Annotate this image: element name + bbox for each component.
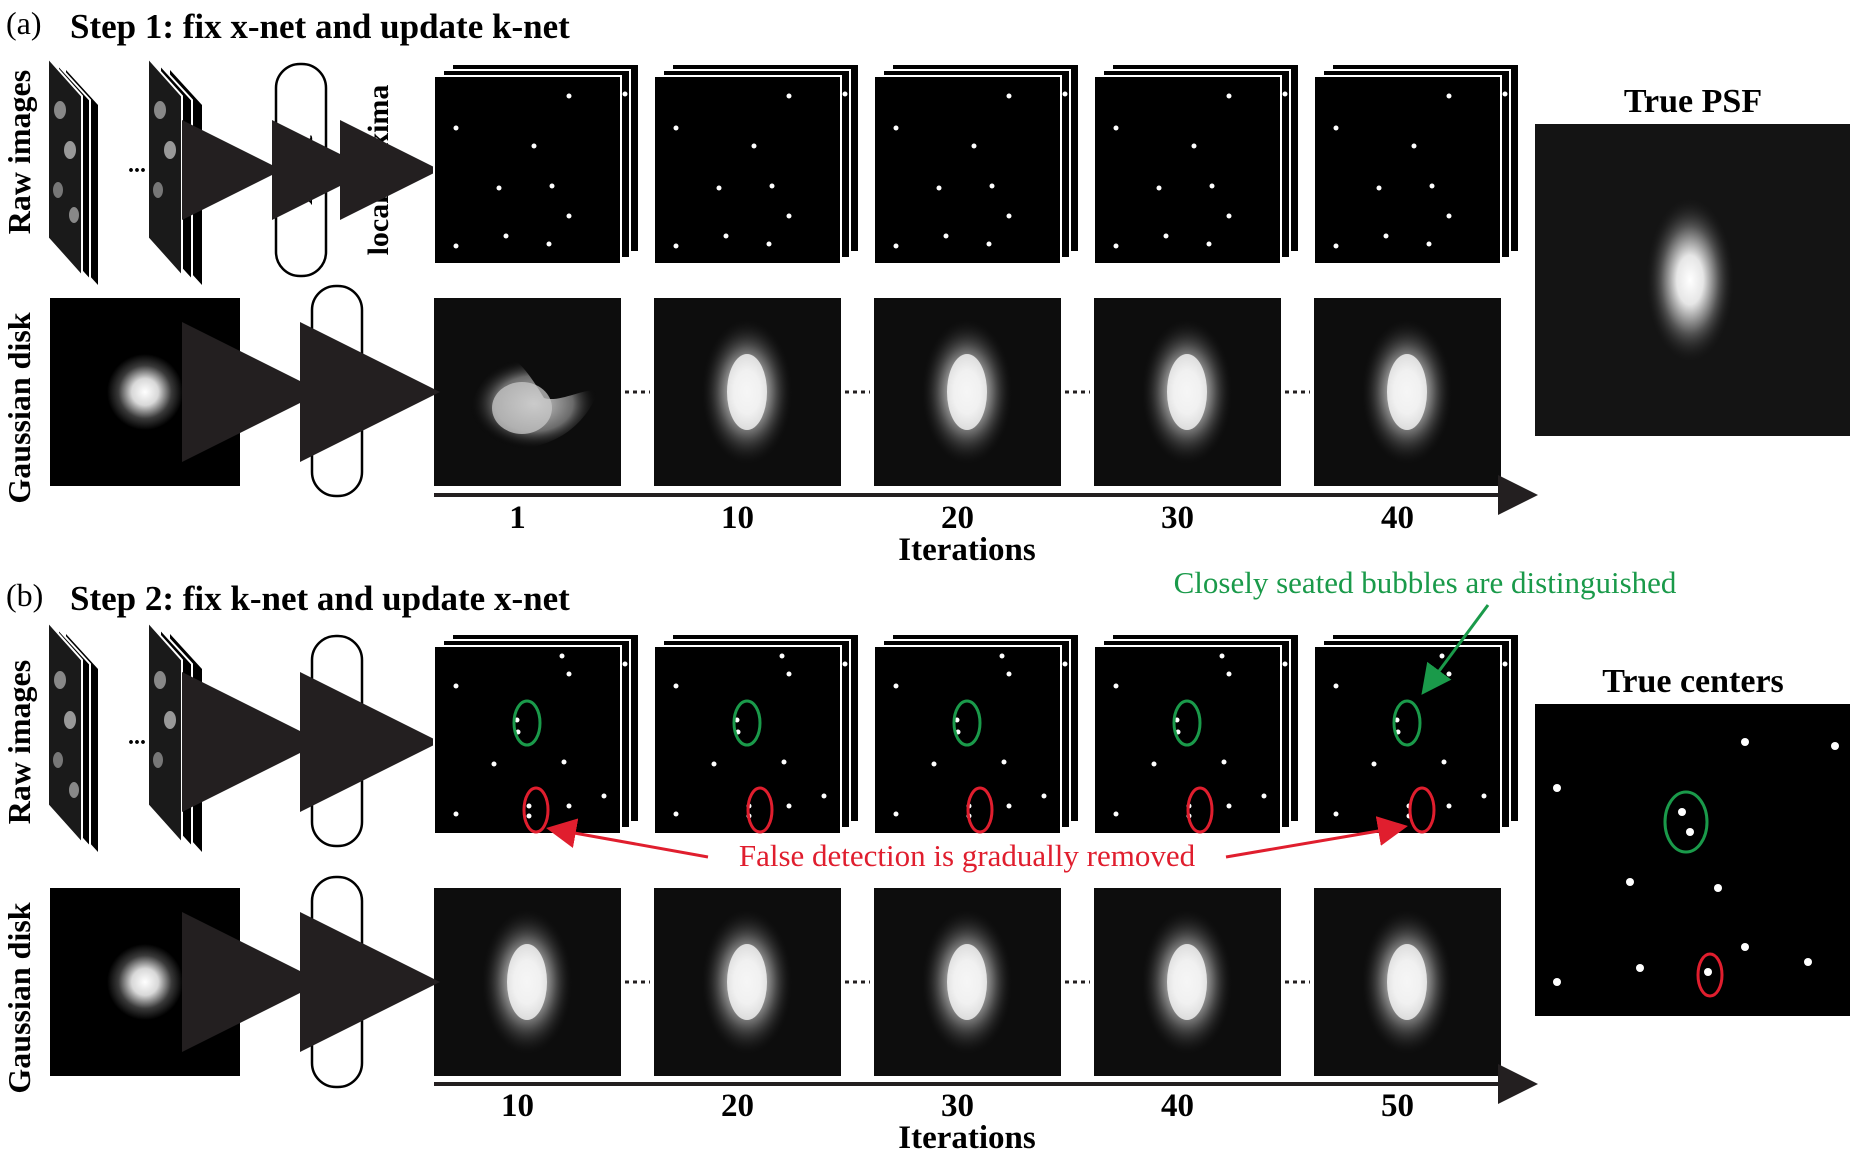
- local-maxima-label: local maxima: [362, 85, 395, 256]
- kernel-b-kernel-3: [874, 888, 1090, 1076]
- green-ellipse-2: [732, 699, 762, 747]
- kernel-b-kernel-4: [1094, 888, 1310, 1076]
- knet-label-b: k-net: [319, 946, 355, 1017]
- iteration-ticks-b: 10 20 30 40 50: [501, 1088, 1414, 1124]
- ellipsis-raw-b: ...: [128, 724, 146, 750]
- red-ellipse-5: [1408, 786, 1436, 834]
- panel-b-title: Step 2: fix k-net and update x-net: [70, 579, 570, 618]
- a-iteration-label-1: 1: [509, 500, 526, 536]
- kernel-row-b: [434, 888, 1501, 1076]
- maxima-frame-stack-2: [653, 63, 860, 265]
- iterations-axis-label-b: Iterations: [898, 1120, 1036, 1153]
- annotation-closely-seated: Closely seated bubbles are distinguished: [1174, 565, 1677, 600]
- kernel-a-kernel-3: [874, 298, 1090, 486]
- b-iteration-label-2: 20: [721, 1088, 754, 1124]
- centers-frame-stack-1: [433, 633, 640, 835]
- b-iteration-label-1: 10: [501, 1088, 534, 1124]
- panel-b: (b) Step 2: fix k-net and update x-net R…: [1, 565, 1850, 1153]
- panel-a-title: Step 1: fix x-net and update k-net: [70, 7, 570, 46]
- maxima-frame-stack-1: [433, 63, 640, 265]
- green-ellipse-1: [512, 699, 542, 747]
- row-label-raw-images-a: Raw images: [1, 70, 37, 234]
- gaussian-disk-spot-b: [107, 944, 183, 1020]
- b-iteration-label-3: 30: [941, 1088, 974, 1124]
- kernel-a-kernel-4: [1094, 298, 1310, 486]
- a-iteration-label-5: 40: [1381, 500, 1414, 536]
- row-label-gaussian-disk-b: Gaussian disk: [1, 902, 37, 1093]
- a-iteration-label-3: 20: [941, 500, 974, 536]
- green-ellipse-3: [952, 699, 982, 747]
- kernel-a-kernel-5: [1314, 298, 1501, 486]
- maxima-frame-stack-4: [1093, 63, 1300, 265]
- green-ellipse-5: [1392, 699, 1422, 747]
- true-centers-title: True centers: [1602, 663, 1784, 700]
- true-centers-green-ellipse: [1663, 790, 1709, 854]
- kernel-a-kernel-1: [434, 298, 650, 486]
- a-iteration-label-2: 10: [721, 500, 754, 536]
- annotation-red-arrow-right: [1225, 816, 1408, 859]
- annotation-red-arrow-left: [546, 818, 709, 859]
- maxima-frame-stack-5: [1313, 63, 1520, 265]
- panel-b-label: (b): [6, 577, 43, 613]
- centers-frame-stack-5: [1313, 633, 1520, 835]
- row-label-raw-images-b: Raw images: [1, 660, 37, 824]
- green-ellipse-4: [1172, 699, 1202, 747]
- annotation-false-detection: False detection is gradually removed: [739, 838, 1196, 873]
- true-centers-image: [1535, 704, 1850, 1016]
- b-iteration-label-5: 50: [1381, 1088, 1414, 1124]
- true-psf-spot: [1646, 198, 1734, 362]
- maxima-stack-group-a: [433, 63, 1520, 265]
- b-iteration-label-4: 40: [1161, 1088, 1194, 1124]
- iterations-axis-label-a: Iterations: [898, 532, 1036, 568]
- red-ellipse-2: [746, 786, 774, 834]
- xnet-label-b: x-net: [319, 707, 355, 777]
- centers-frame-stack-3: [873, 633, 1080, 835]
- red-ellipse-4: [1186, 786, 1214, 834]
- centers-frame-stack-2: [653, 633, 860, 835]
- true-centers-points: [1553, 738, 1839, 986]
- kernel-a-kernel-2: [654, 298, 870, 486]
- iteration-ticks-a: 1 10 20 30 40: [509, 500, 1414, 536]
- kernel-b-kernel-2: [654, 888, 870, 1076]
- red-ellipse-1: [522, 786, 550, 834]
- raw-image-stack-left-b: [47, 619, 98, 852]
- kernel-b-kernel-5: [1314, 888, 1501, 1076]
- gaussian-disk-spot-a: [107, 354, 183, 430]
- raw-image-stack-left-a: [47, 55, 98, 285]
- xnet-label-a: x-net: [283, 135, 319, 205]
- knet-label-a: k-net: [319, 356, 355, 427]
- row-label-gaussian-disk-a: Gaussian disk: [1, 312, 37, 503]
- red-ellipse-3: [966, 786, 994, 834]
- a-iteration-label-4: 30: [1161, 500, 1194, 536]
- true-psf-title: True PSF: [1624, 83, 1762, 120]
- maxima-frame-stack-3: [873, 63, 1080, 265]
- panel-a-label: (a): [6, 5, 42, 41]
- raw-image-stack-right-a: [147, 55, 202, 285]
- true-centers-red-ellipse: [1696, 952, 1724, 998]
- ellipsis-raw-a: ...: [128, 152, 146, 178]
- centers-frame-stack-4: [1093, 633, 1300, 835]
- raw-image-stack-right-b: [147, 619, 202, 852]
- center-stack-group-b: [433, 633, 1520, 835]
- kernel-b-kernel-1: [434, 888, 650, 1076]
- panel-a: (a) Step 1: fix x-net and update k-net R…: [1, 5, 1850, 568]
- kernel-row-a: [434, 298, 1501, 486]
- annotation-green-arrow: [1421, 604, 1490, 695]
